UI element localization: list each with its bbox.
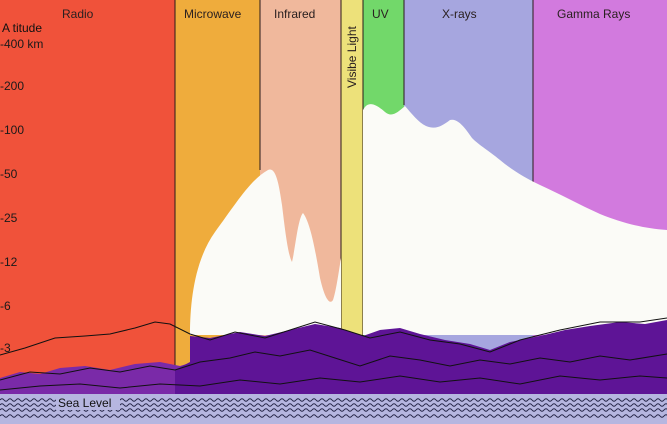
- altitude-tick: -200: [0, 79, 24, 93]
- band-label-xrays: X-rays: [442, 7, 477, 21]
- band-label-infrared: Infrared: [274, 7, 315, 21]
- sea-level-label: Sea Level: [58, 396, 111, 410]
- mountains-front: [175, 320, 667, 396]
- transmission-region-microwave-infrared: [190, 169, 341, 335]
- transmission-region-uv-xray-gamma: [363, 104, 667, 335]
- altitude-axis-title: A titude: [2, 21, 42, 35]
- band-visible-light: [341, 0, 363, 424]
- band-radio: [0, 0, 175, 424]
- band-label-gamma-rays: Gamma Rays: [557, 7, 630, 21]
- altitude-tick: -6: [0, 299, 11, 313]
- band-label-visible-light: Visibe Light: [345, 26, 359, 88]
- altitude-tick: -25: [0, 211, 18, 225]
- altitude-tick: -12: [0, 255, 18, 269]
- band-label-radio: Radio: [62, 7, 94, 21]
- band-label-microwave: Microwave: [184, 7, 242, 21]
- altitude-ticks: -400 km -200 -100 -50 -25 -12 -6 -3: [0, 37, 43, 355]
- sea-level-label-bg: [56, 395, 120, 410]
- altitude-tick: -50: [0, 167, 18, 181]
- sea-wave-line: [0, 414, 667, 418]
- band-label-uv: UV: [372, 7, 389, 21]
- mountain-ridge-lines: [0, 317, 667, 391]
- altitude-tick: -400 km: [0, 37, 43, 51]
- altitude-tick: -100: [0, 123, 24, 137]
- altitude-tick: -3: [0, 341, 11, 355]
